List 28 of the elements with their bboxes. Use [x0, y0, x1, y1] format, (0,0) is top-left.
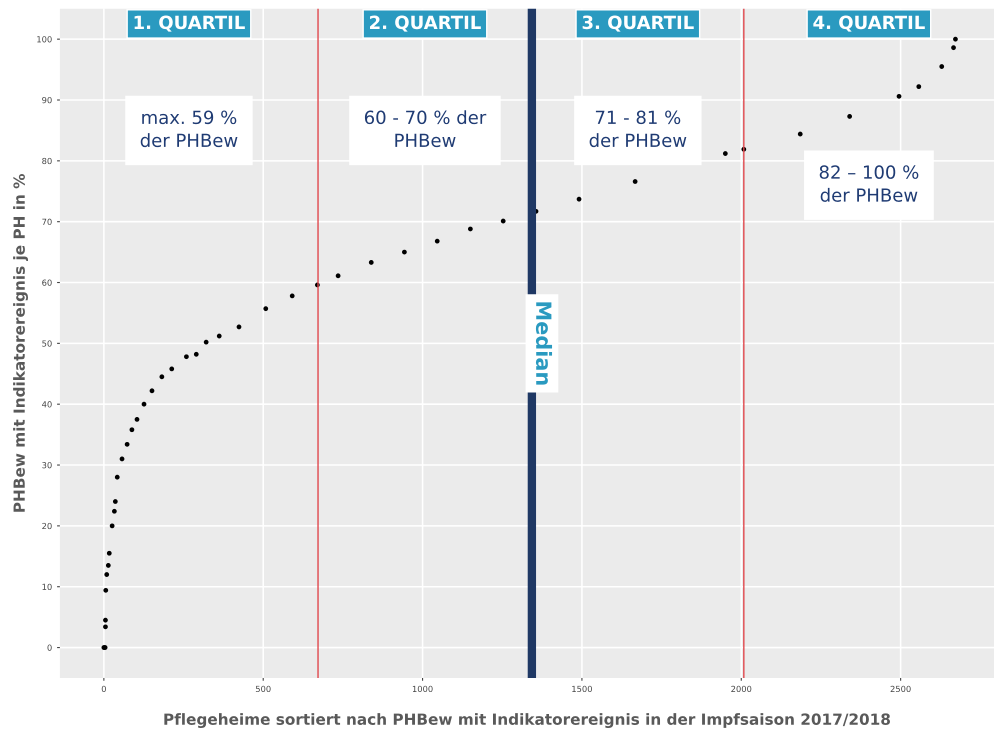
- y-tick-label: 10: [42, 584, 52, 590]
- y-tick-label: 60: [42, 280, 52, 286]
- x-tick-label: 2500: [890, 686, 911, 692]
- y-tick-label: 0: [47, 644, 52, 651]
- y-tick-label: 50: [42, 340, 52, 347]
- annotation: 4. QUARTIL: [813, 16, 925, 32]
- x-tick-label: 1000: [412, 686, 433, 692]
- x-tick-label: 2000: [731, 686, 752, 692]
- x-tick-label: 500: [256, 686, 271, 692]
- y-axis-title: PHBew mit Indikatorereignis je PH in %: [13, 174, 28, 512]
- annotation: 2. QUARTIL: [370, 16, 481, 32]
- y-tick-label: 70: [42, 218, 52, 225]
- y-tick-label: 100: [37, 36, 52, 42]
- annotation: 1. QUARTIL: [134, 16, 245, 32]
- annotation: max. 59 % der PHBew: [140, 110, 238, 148]
- y-tick-label: 90: [42, 96, 52, 104]
- y-tick-label: 80: [42, 158, 52, 164]
- y-tick-label: 40: [42, 401, 52, 408]
- annotation: 71 - 81 % der PHBew: [590, 110, 686, 148]
- x-axis-title: Pflegeheime sortiert nach PHBew mit Indikatorereignis in der Impfsaison 2017/2018: [164, 713, 890, 728]
- x-tick-label: 0: [102, 686, 106, 692]
- ref-line-label: Median: [536, 302, 552, 385]
- annotation: 60 - 70 % der PHBew: [364, 110, 486, 148]
- annotation: 3. QUARTIL: [582, 16, 694, 32]
- y-tick-label: 30: [42, 462, 52, 468]
- y-tick-label: 20: [42, 522, 52, 530]
- x-tick-label: 1500: [572, 686, 592, 692]
- annotation: 82 – 100 % der PHBew: [820, 165, 918, 202]
